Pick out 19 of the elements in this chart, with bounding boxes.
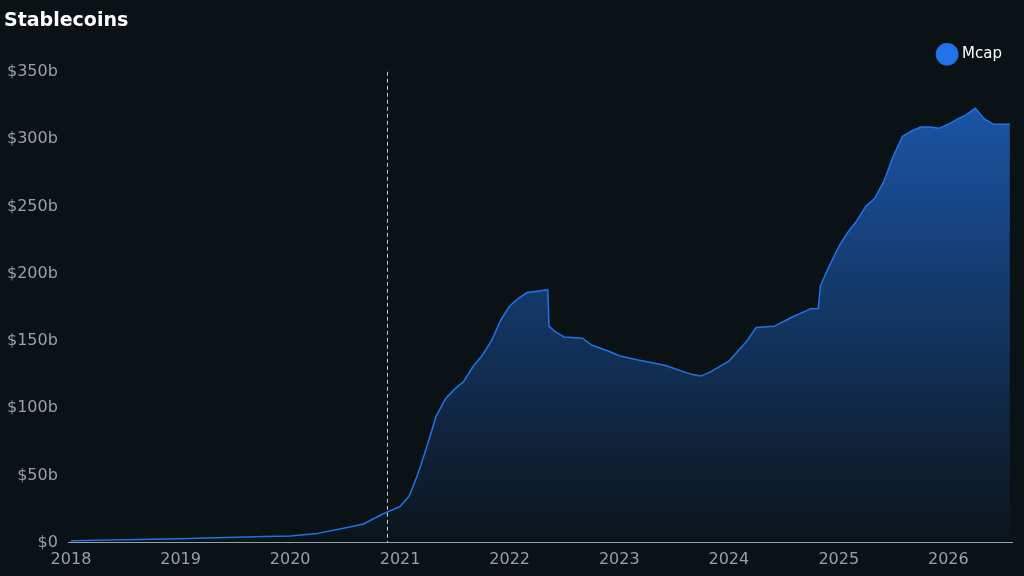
x-tick-label: 2018 — [50, 548, 92, 568]
y-tick-label: $0 — [37, 531, 58, 551]
y-tick-label: $100b — [7, 397, 58, 417]
y-tick-label: $250b — [7, 195, 58, 215]
x-tick-label: 2020 — [269, 548, 311, 568]
y-tick-label: $300b — [7, 128, 58, 148]
y-tick-label: $200b — [7, 262, 58, 282]
y-tick-label: $350b — [7, 60, 58, 80]
y-tick-label: $50b — [17, 464, 58, 484]
legend-label: Mcap — [962, 44, 1002, 63]
x-tick-label: 2019 — [160, 548, 201, 568]
x-tick-label: 2021 — [379, 548, 421, 568]
x-tick-label: 2022 — [489, 548, 531, 568]
chart-title: Stablecoins — [4, 8, 129, 31]
x-tick-label: 2024 — [708, 548, 750, 568]
y-tick-label: $150b — [7, 330, 58, 350]
x-tick-label: 2026 — [927, 548, 969, 568]
x-tick-label: 2023 — [598, 548, 640, 568]
x-tick-label: 2025 — [818, 548, 860, 568]
